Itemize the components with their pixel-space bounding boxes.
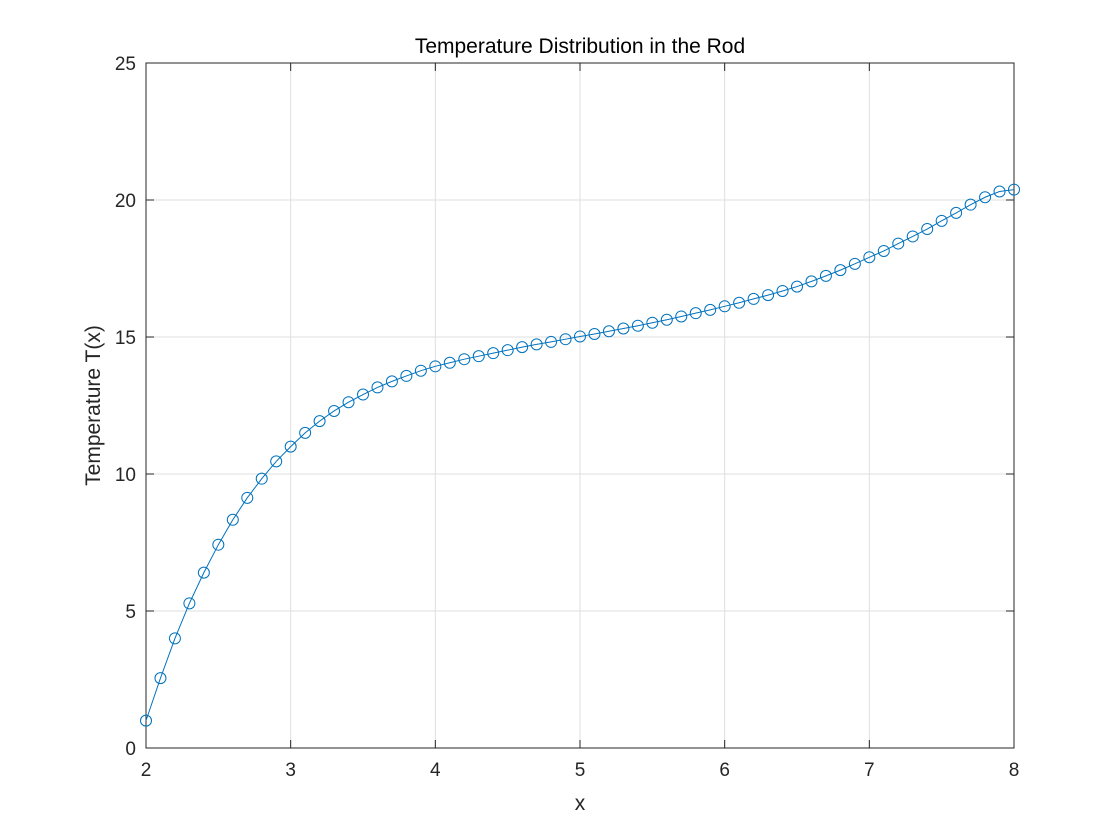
- data-point: [646, 316, 659, 329]
- data-point: [183, 597, 196, 610]
- x-tick-label: 7: [864, 760, 875, 781]
- data-point: [212, 538, 225, 551]
- data-point: [588, 327, 601, 340]
- data-point: [197, 566, 210, 579]
- data-point: [168, 632, 181, 645]
- data-point: [617, 322, 630, 335]
- y-tick-label: 0: [125, 739, 136, 760]
- data-point: [689, 307, 702, 320]
- data-point: [660, 313, 673, 326]
- data-point: [226, 513, 239, 526]
- y-tick-label: 10: [115, 465, 136, 486]
- data-point: [140, 714, 152, 727]
- data-point: [979, 191, 992, 204]
- chart-title: Temperature Distribution in the Rod: [415, 35, 745, 58]
- data-point: [414, 364, 427, 377]
- data-point: [487, 347, 500, 360]
- data-point: [574, 330, 586, 343]
- data-point: [964, 198, 977, 211]
- series-line: [145, 189, 1015, 721]
- data-point: [443, 356, 456, 369]
- data-series: [140, 183, 1020, 727]
- data-point: [704, 303, 717, 316]
- data-point: [299, 426, 312, 439]
- data-point: [848, 257, 861, 270]
- data-point: [458, 353, 471, 366]
- data-point: [385, 375, 398, 388]
- data-point: [733, 296, 746, 309]
- data-point: [1008, 183, 1020, 196]
- data-point: [154, 672, 167, 685]
- data-point: [472, 350, 485, 363]
- x-tick-label: 2: [141, 760, 152, 781]
- data-point: [255, 472, 268, 485]
- data-point: [675, 310, 688, 323]
- y-tick-label: 15: [115, 328, 136, 349]
- y-axis-title: Temperature T(x): [82, 325, 105, 486]
- data-point: [906, 230, 919, 243]
- data-point: [631, 319, 644, 332]
- data-point: [950, 206, 963, 219]
- data-point: [559, 333, 572, 346]
- x-tick-label: 8: [1009, 760, 1020, 781]
- data-point: [501, 344, 514, 357]
- data-point: [241, 491, 254, 504]
- data-point: [935, 214, 948, 227]
- x-tick-label: 6: [719, 760, 730, 781]
- data-point: [819, 269, 832, 282]
- data-point: [834, 264, 847, 277]
- data-point: [342, 396, 355, 409]
- data-point: [791, 280, 803, 293]
- data-point: [313, 415, 326, 428]
- data-point: [877, 244, 890, 257]
- data-point: [863, 251, 876, 264]
- data-point: [270, 455, 283, 468]
- data-point: [993, 185, 1006, 198]
- x-tick-label: 5: [575, 760, 586, 781]
- y-tick-label: 20: [115, 191, 136, 212]
- y-tick-label: 5: [125, 602, 136, 623]
- x-tick-label: 3: [285, 760, 296, 781]
- data-point: [602, 325, 615, 338]
- data-point: [357, 388, 369, 401]
- data-point: [776, 284, 789, 297]
- data-point: [762, 289, 775, 302]
- x-axis-title: x: [575, 792, 586, 815]
- data-point: [530, 338, 543, 351]
- data-point: [328, 404, 341, 417]
- data-point: [805, 275, 818, 288]
- y-tick-label: 25: [115, 54, 136, 75]
- data-point: [429, 360, 442, 373]
- data-point: [892, 237, 905, 250]
- data-point: [545, 335, 558, 348]
- data-point: [921, 223, 934, 236]
- data-point: [718, 300, 731, 313]
- data-point: [747, 292, 760, 305]
- data-point: [516, 341, 529, 354]
- data-point: [284, 440, 297, 453]
- data-point: [371, 381, 384, 394]
- data-point: [400, 369, 413, 382]
- axis-ticks: 2 3 4 5 6 7 8 0 5 10 15 20 25: [115, 54, 1019, 781]
- x-tick-label: 4: [430, 760, 441, 781]
